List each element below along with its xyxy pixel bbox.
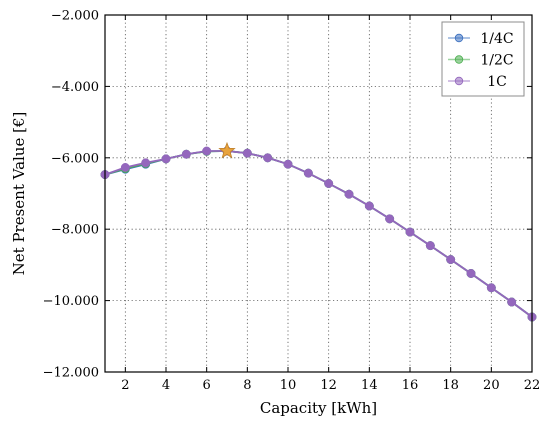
series-line <box>104 150 533 318</box>
x-tick-label: 6 <box>203 378 211 393</box>
x-axis-ticks: 2 4 6 8 10 12 14 16 18 20 22 <box>121 15 540 393</box>
legend-label: 1/2C <box>480 53 513 69</box>
data-point <box>405 227 415 237</box>
data-point <box>466 269 476 278</box>
x-tick-label: 10 <box>280 378 297 393</box>
plot-frame <box>104 14 533 373</box>
data-point <box>303 168 313 178</box>
data-point <box>283 159 293 169</box>
grid-lines <box>105 15 532 372</box>
y-tick-label: −12.000 <box>43 366 99 381</box>
x-tick-label: 16 <box>402 378 419 393</box>
y-tick-label: −6.000 <box>51 151 99 166</box>
data-point <box>120 162 130 172</box>
series-line <box>104 150 533 318</box>
data-point <box>141 158 151 168</box>
y-tick-label: −4.000 <box>51 80 99 95</box>
x-tick-label: 20 <box>483 378 500 393</box>
optimum-star-marker <box>218 141 236 159</box>
x-tick-label: 14 <box>361 378 378 393</box>
data-point <box>425 241 435 251</box>
data-point <box>324 179 334 188</box>
data-point <box>486 283 496 293</box>
data-point <box>242 148 252 158</box>
x-tick-label: 12 <box>320 378 337 393</box>
legend-label: 1C <box>487 74 507 90</box>
legend: 1/4C 1/2C 1C <box>441 21 525 97</box>
x-tick-label: 8 <box>243 378 251 393</box>
data-point <box>202 146 212 156</box>
legend-swatch-marker <box>454 76 464 86</box>
y-tick-label: −8.000 <box>51 223 99 238</box>
x-tick-label: 4 <box>162 378 170 393</box>
series-line <box>104 150 533 318</box>
data-point <box>161 154 171 164</box>
data-point <box>263 153 273 163</box>
legend-items: 1/4C 1/2C 1C <box>448 31 514 90</box>
y-tick-label: −10.000 <box>43 294 99 309</box>
data-point <box>181 149 191 159</box>
data-point <box>507 297 517 307</box>
x-tick-label: 2 <box>121 378 129 393</box>
y-tick-label: −2.000 <box>51 9 99 24</box>
x-tick-label: 18 <box>442 378 459 393</box>
x-axis-label: Capacity [kWh] <box>260 399 377 417</box>
legend-label: 1/4C <box>480 31 513 47</box>
data-point <box>364 201 374 211</box>
legend-swatch-marker <box>454 33 464 43</box>
x-tick-label: 22 <box>524 378 541 393</box>
y-axis-label: Net Present Value [€] <box>10 112 28 276</box>
data-point <box>385 214 395 224</box>
data-point <box>344 189 354 199</box>
data-point <box>446 255 456 264</box>
y-axis-ticks: −12.000 −10.000 −8.000 −6.000 −4.000 −2.000 <box>43 9 532 381</box>
series-lines <box>100 141 537 322</box>
legend-swatch-marker <box>454 55 464 64</box>
